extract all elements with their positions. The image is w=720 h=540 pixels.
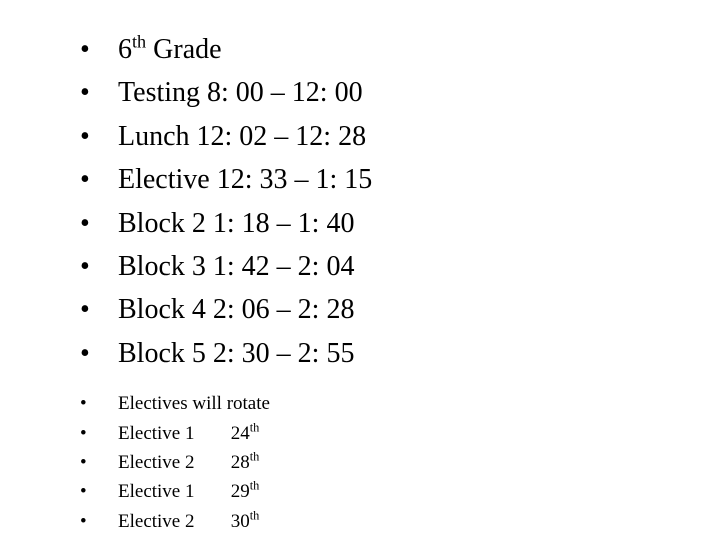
list-item: Block 2 1: 18 – 1: 40 xyxy=(80,202,720,245)
electives-sub-list: Electives will rotate Elective 1 24th El… xyxy=(80,389,720,536)
schedule-main-list: 6th Grade Testing 8: 00 – 12: 00 Lunch 1… xyxy=(80,28,720,375)
list-item: Elective 2 30th xyxy=(80,507,720,536)
list-item: Elective 1 24th xyxy=(80,419,720,448)
elective-ordinal: th xyxy=(250,479,260,493)
list-item: Block 3 1: 42 – 2: 04 xyxy=(80,245,720,288)
list-item: Block 4 2: 06 – 2: 28 xyxy=(80,288,720,331)
elective-ordinal: th xyxy=(250,450,260,464)
grade-ordinal: th xyxy=(132,32,146,52)
list-item: Elective 1 29th xyxy=(80,477,720,506)
list-item: Lunch 12: 02 – 12: 28 xyxy=(80,115,720,158)
grade-suffix: Grade xyxy=(146,34,221,65)
list-item: 6th Grade xyxy=(80,28,720,71)
list-item: Electives will rotate xyxy=(80,389,720,418)
elective-label: Elective 2 xyxy=(118,507,226,536)
elective-label: Elective 1 xyxy=(118,477,226,506)
list-item: Block 5 2: 30 – 2: 55 xyxy=(80,332,720,375)
elective-day: 24 xyxy=(231,423,250,444)
elective-day: 29 xyxy=(231,481,250,502)
list-item: Elective 12: 33 – 1: 15 xyxy=(80,158,720,201)
elective-ordinal: th xyxy=(250,420,260,434)
elective-ordinal: th xyxy=(250,509,260,523)
list-item: Elective 2 28th xyxy=(80,448,720,477)
elective-label: Elective 1 xyxy=(118,419,226,448)
grade-prefix: 6 xyxy=(118,34,132,65)
elective-day: 28 xyxy=(231,452,250,473)
elective-day: 30 xyxy=(231,511,250,532)
list-item: Testing 8: 00 – 12: 00 xyxy=(80,71,720,114)
elective-label: Elective 2 xyxy=(118,448,226,477)
